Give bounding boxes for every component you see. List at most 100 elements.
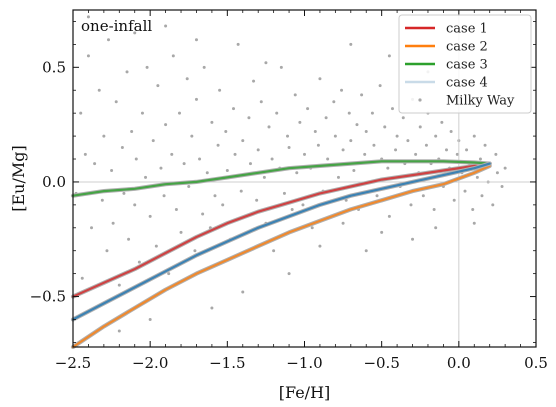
scatter-point — [472, 134, 476, 138]
scatter-point — [494, 152, 498, 156]
scatter-point — [326, 157, 330, 161]
x-axis-label: [Fe/H] — [279, 383, 331, 402]
scatter-point — [93, 162, 97, 166]
scatter-point — [349, 139, 353, 143]
scatter-point — [316, 143, 320, 147]
scatter-point — [97, 88, 101, 92]
scatter-point — [241, 139, 245, 143]
scatter-point — [406, 139, 410, 143]
scatter-point — [270, 157, 274, 161]
scatter-point — [86, 15, 90, 19]
panel-annotation: one-infall — [81, 17, 152, 35]
scatter-point — [151, 139, 155, 143]
scatter-point — [395, 134, 399, 138]
scatter-point — [452, 198, 456, 202]
scatter-point — [171, 54, 175, 58]
y-tick-label: 0.0 — [42, 173, 66, 191]
scatter-point — [259, 100, 263, 104]
scatter-point — [387, 54, 391, 58]
scatter-point — [210, 306, 214, 310]
scatter-point — [267, 125, 271, 129]
legend-entry: case 2 — [405, 40, 488, 55]
scatter-point — [414, 152, 418, 156]
scatter-point — [262, 175, 266, 179]
scatter-point — [432, 207, 436, 211]
scatter-point — [252, 79, 256, 83]
scatter-point — [164, 24, 168, 28]
series-4 — [70, 161, 492, 322]
scatter-point — [434, 134, 438, 138]
scatter-point — [156, 84, 160, 88]
scatter-point — [372, 143, 376, 147]
scatter-point — [306, 107, 310, 111]
series-line-shadow — [70, 163, 492, 350]
scatter-point — [86, 54, 90, 58]
scatter-point — [190, 134, 194, 138]
scatter-point — [202, 65, 206, 69]
scatter-point — [218, 88, 222, 92]
scatter-point — [144, 175, 148, 179]
scatter-point — [182, 162, 186, 166]
scatter-point — [236, 42, 240, 46]
scatter-point — [194, 97, 198, 101]
scatter-point — [301, 203, 305, 207]
scatter-point — [255, 198, 259, 202]
scatter-point — [336, 175, 340, 179]
scatter-point — [390, 107, 394, 111]
scatter-point — [233, 152, 237, 156]
x-tick-label: −2.0 — [132, 354, 168, 372]
legend-entry: case 3 — [405, 58, 488, 73]
series-line — [71, 162, 491, 321]
scatter-point — [130, 130, 134, 134]
scatter-point — [424, 143, 428, 147]
scatter-point — [383, 125, 387, 129]
scatter-point — [111, 221, 115, 225]
scatter-point — [164, 123, 168, 127]
scatter-point — [386, 166, 390, 170]
scatter-point — [264, 61, 268, 65]
scatter-point — [80, 276, 84, 280]
legend-entry: case 4 — [405, 76, 488, 91]
legend-label: case 4 — [446, 76, 488, 91]
scatter-point — [224, 130, 228, 134]
scatter-point — [83, 152, 87, 156]
scatter-point — [449, 130, 453, 134]
scatter-point — [347, 111, 351, 115]
scatter-point — [480, 194, 484, 198]
scatter-point — [177, 111, 181, 115]
scatter-point — [167, 272, 171, 276]
x-tick-label: −2.5 — [55, 354, 91, 372]
scatter-point — [137, 260, 141, 264]
scatter-point — [148, 317, 152, 321]
tick-layer — [72, 10, 537, 347]
y-axis-label: [Eu/Mg] — [9, 145, 28, 211]
scatter-point — [332, 100, 336, 104]
scatter-point — [375, 194, 379, 198]
scatter-point — [465, 148, 469, 152]
scatter-point — [471, 207, 475, 211]
legend-label: case 1 — [446, 22, 488, 37]
scatter-point — [503, 166, 507, 170]
series-line — [71, 162, 491, 298]
scatter-point — [360, 93, 364, 97]
scatter-point — [210, 120, 214, 124]
scatter-point — [194, 38, 198, 42]
scatter-point — [185, 77, 189, 81]
scatter-point — [364, 130, 368, 134]
scatter-point — [440, 120, 444, 124]
scatter-point — [102, 134, 106, 138]
scatter-point — [159, 166, 163, 170]
scatter-point — [110, 168, 114, 172]
scatter-point — [117, 329, 121, 333]
y-tick-label: 0.5 — [42, 58, 66, 76]
scatter-point — [275, 111, 279, 115]
scatter-point — [286, 134, 290, 138]
legend: case 1 case 2 case 3 case 4 Milky Way — [398, 14, 532, 114]
scatter-point — [154, 244, 158, 248]
scatter-point — [127, 237, 131, 241]
legend-swatch — [418, 98, 422, 102]
scatter-point — [122, 191, 126, 195]
scatter-point — [463, 189, 467, 193]
scatter-point — [444, 148, 448, 152]
scatter-point — [491, 203, 495, 207]
